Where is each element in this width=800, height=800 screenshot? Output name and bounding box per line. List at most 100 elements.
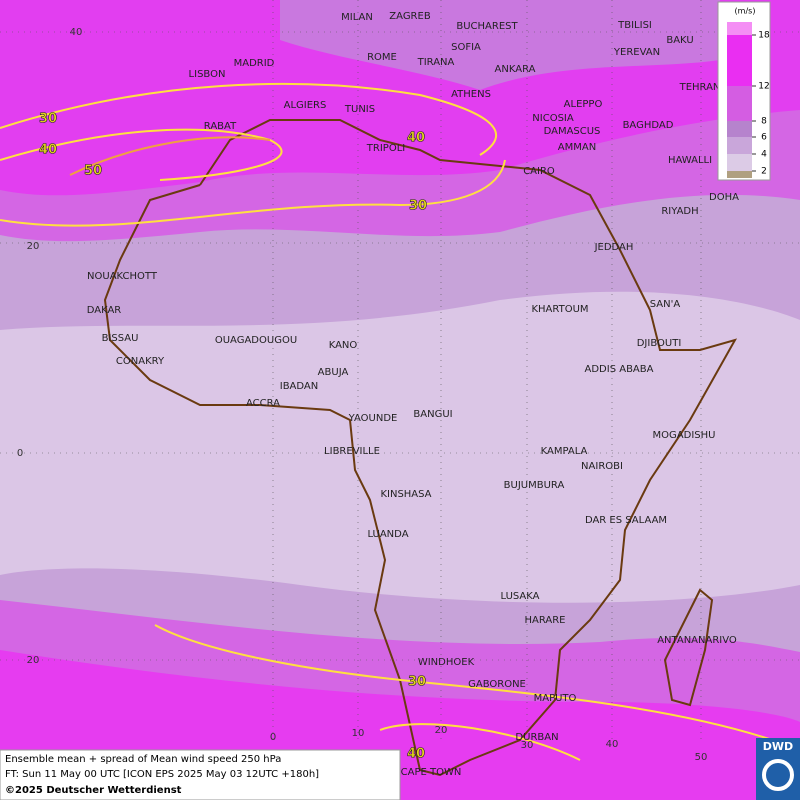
latitude-label: 0 [17, 448, 23, 459]
city-label: ALGIERS [284, 100, 327, 111]
city-label: JEDDAH [594, 242, 634, 253]
city-label: DJIBOUTI [637, 338, 682, 349]
contour-lines [0, 83, 800, 761]
legend-swatch [727, 154, 752, 171]
city-label: RIYADH [661, 206, 698, 217]
city-label: CAPE TOWN [401, 767, 462, 778]
latitude-label: 20 [27, 655, 40, 666]
city-label: TBILISI [617, 20, 652, 31]
city-label: SOFIA [451, 42, 481, 53]
legend-swatch [727, 86, 752, 121]
legend-tick-label: 8 [761, 117, 767, 127]
legend-tick-label: 4 [761, 150, 767, 160]
city-label: MADRID [234, 58, 275, 69]
city-label: GABORONE [468, 679, 526, 690]
contour-label: 40 [39, 143, 57, 158]
city-label: YEREVAN [613, 47, 660, 58]
city-label: AMMAN [558, 142, 596, 153]
latitude-label: 40 [70, 27, 83, 38]
legend-swatch [727, 22, 752, 35]
contour-label: 50 [84, 164, 102, 179]
city-label: LIBREVILLE [324, 446, 380, 457]
footer-title: Ensemble mean + spread of Mean wind spee… [5, 754, 281, 765]
city-label: LISBON [189, 69, 226, 80]
city-label: ZAGREB [389, 11, 431, 22]
city-label: SAN'A [650, 299, 681, 310]
city-label: DURBAN [515, 732, 558, 743]
city-label: MOGADISHU [653, 430, 716, 441]
wind-area [0, 291, 800, 603]
city-label: BISSAU [102, 333, 139, 344]
city-label: MAPUTO [534, 693, 577, 704]
legend-tick-label: 12 [758, 82, 769, 92]
legend-swatch [727, 137, 752, 154]
city-label: HAWALLI [668, 155, 712, 166]
legend: (m/s) 2 4 6 8 12 18 [717, 1, 771, 181]
contour-label: 30 [409, 199, 427, 214]
city-label: NOUAKCHOTT [87, 271, 158, 282]
city-label: MILAN [341, 12, 373, 23]
wind-area [280, 0, 720, 90]
labels: MILAN ZAGREB BUCHAREST TBILISI BAKU ROME SOFIA… [17, 11, 739, 778]
longitude-label: 10 [352, 728, 365, 739]
city-label: DAMASCUS [544, 126, 601, 137]
footer-copyright: ©2025 Deutscher Wetterdienst [5, 785, 182, 796]
city-label: KAMPALA [541, 446, 588, 457]
contour-lines [69, 136, 271, 176]
city-label: HARARE [524, 615, 565, 626]
city-label: KHARTOUM [531, 304, 588, 315]
longitude-label: 30 [521, 740, 534, 751]
city-label: KINSHASA [380, 489, 431, 500]
footer: Ensemble mean + spread of Mean wind spee… [0, 749, 401, 800]
footer-box [0, 749, 401, 800]
legend-swatch [727, 121, 752, 137]
city-label: ADDIS ABABA [585, 364, 654, 375]
logo: DWD [756, 738, 800, 800]
city-label: NICOSIA [532, 113, 574, 124]
latitude-label: 20 [27, 241, 40, 252]
longitude-label: 50 [695, 752, 708, 763]
city-label: ROME [367, 52, 397, 63]
city-label: ABUJA [318, 367, 349, 378]
logo-text: DWD [763, 740, 793, 753]
city-label: BAGHDAD [623, 120, 674, 131]
city-label: ACCRA [246, 398, 280, 409]
city-label: TEHRAN [679, 82, 721, 93]
footer-time: FT: Sun 11 May 00 UTC [ICON EPS 2025 May… [5, 769, 319, 780]
city-label: BANGUI [413, 409, 452, 420]
city-label: IBADAN [280, 381, 319, 392]
city-label: BUJUMBURA [504, 480, 565, 491]
city-label: ANTANANARIVO [657, 635, 737, 646]
city-label: OUAGADOUGOU [215, 335, 297, 346]
city-label: TRIPOLI [366, 143, 405, 154]
legend-unit: (m/s) [735, 7, 756, 16]
city-label: BAKU [666, 35, 693, 46]
contour-label: 30 [39, 112, 57, 127]
city-label: CAIRO [523, 166, 555, 177]
city-label: KANO [329, 340, 358, 351]
legend-swatch [727, 35, 752, 86]
coastline [103, 119, 738, 777]
city-label: WINDHOEK [418, 657, 475, 668]
legend-swatch [727, 171, 752, 178]
contour-label: 40 [407, 747, 425, 762]
city-label: TIRANA [417, 57, 455, 68]
contour-label: 40 [407, 131, 425, 146]
legend-tick-label: 6 [761, 133, 767, 143]
city-label: DAR ES SALAAM [585, 515, 667, 526]
longitude-label: 0 [270, 732, 276, 743]
city-label: CONAKRY [116, 356, 165, 367]
city-label: BUCHAREST [456, 21, 518, 32]
city-label: ANKARA [495, 64, 536, 75]
longitude-label: 20 [435, 725, 448, 736]
city-label: LUANDA [367, 529, 408, 540]
logo-mark [762, 759, 794, 791]
city-label: ATHENS [451, 89, 491, 100]
coastline [663, 588, 714, 707]
city-label: NAIROBI [581, 461, 623, 472]
contour-label: 30 [408, 675, 426, 690]
legend-tick-label: 2 [761, 167, 767, 177]
city-label: DOHA [709, 192, 739, 203]
city-label: LUSAKA [501, 591, 540, 602]
